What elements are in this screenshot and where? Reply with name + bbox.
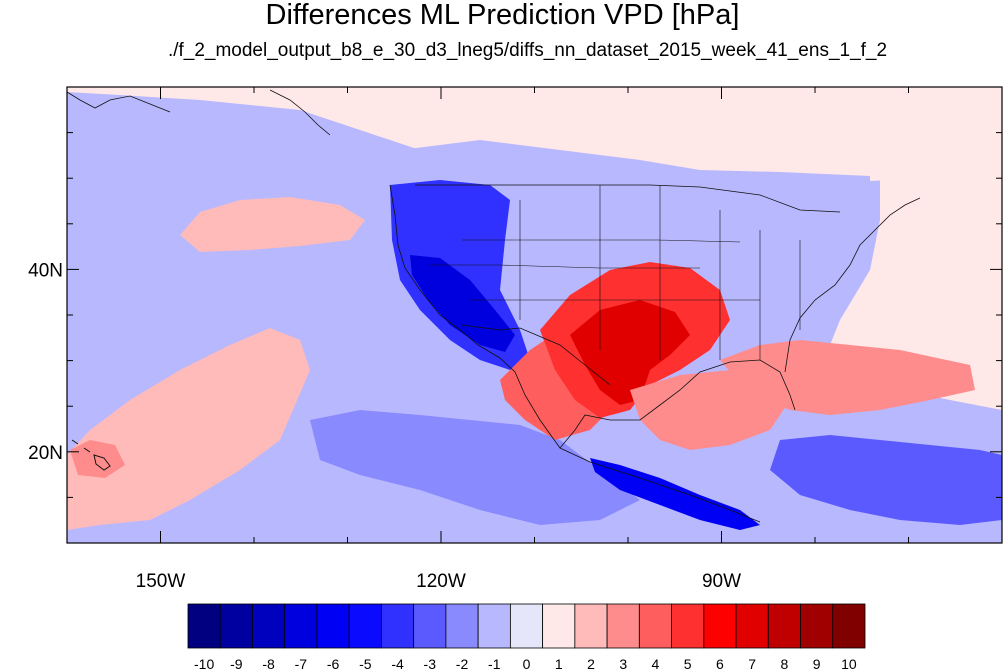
y-tick-label: 20N xyxy=(28,443,63,464)
colorbar-label: 1 xyxy=(555,656,563,672)
colorbar-box xyxy=(316,603,350,649)
us-mexico-border xyxy=(461,324,611,386)
field-region-caribbean xyxy=(770,435,1002,525)
colorbar-box xyxy=(509,603,544,649)
colorbar-label: 8 xyxy=(781,656,789,672)
field-region-florida-atlantic xyxy=(720,340,975,415)
colorbar-box xyxy=(477,603,511,649)
colorbar-label: -9 xyxy=(230,656,243,672)
x-tick-labels: 150W 120W 90W xyxy=(136,571,741,592)
alaska-coastline xyxy=(66,89,331,136)
y-tick-labels: 20N 40N xyxy=(28,260,63,463)
colorbar-box xyxy=(832,603,866,649)
colorbar-label: -4 xyxy=(391,656,404,672)
colorbar-box xyxy=(284,603,318,649)
colorbar-box xyxy=(348,603,382,649)
field-region-gulf-of-alaska xyxy=(67,87,1002,182)
y-tick-label: 40N xyxy=(28,260,63,281)
map-outlines xyxy=(66,89,921,523)
us-canada-border xyxy=(415,184,841,213)
colorbar-box xyxy=(671,603,705,649)
field-region-mexico-pacific-coast xyxy=(310,410,640,525)
x-tick-label: 120W xyxy=(416,571,466,592)
colorbar-label: -8 xyxy=(262,656,275,672)
colorbar-box xyxy=(381,603,415,649)
colorbar-box xyxy=(606,603,640,649)
colorbar-label: 7 xyxy=(748,656,756,672)
colorbar-label: 10 xyxy=(841,656,857,672)
north-america-coastline xyxy=(389,184,921,523)
x-tick-label: 90W xyxy=(702,571,741,592)
colorbar-box xyxy=(445,603,479,649)
colorbar-label: 5 xyxy=(684,656,692,672)
colorbar-label: 0 xyxy=(523,656,531,672)
colorbar-box xyxy=(413,603,447,649)
chart-subtitle: ./f_2_model_output_b8_e_30_d3_lneg5/diff… xyxy=(167,40,888,61)
colorbar-label: -10 xyxy=(194,656,214,672)
colorbar-label: 2 xyxy=(587,656,595,672)
colorbar-box xyxy=(767,603,801,649)
colorbar-box xyxy=(800,603,834,649)
colorbar-box xyxy=(219,603,253,649)
colorbar xyxy=(187,603,866,649)
colorbar-box xyxy=(187,603,221,649)
colorbar-box xyxy=(703,603,737,649)
colorbar-labels: -10 -9 -8 -7 -6 -5 -4 -3 -2 -1 0 1 2 3 4 5 6 7 8 9 10 xyxy=(194,656,857,672)
colorbar-label: -1 xyxy=(488,656,501,672)
field-region-subtropical-pacific xyxy=(67,328,310,530)
field-region-california-southwest xyxy=(410,255,515,352)
colorbar-box xyxy=(638,603,672,649)
hawaii-islands xyxy=(71,439,111,471)
colorbar-box xyxy=(574,603,608,649)
us-state-lines xyxy=(430,185,801,360)
field-region-northern-plains xyxy=(520,185,720,262)
colorbar-box xyxy=(735,603,769,649)
colorbar-label: 6 xyxy=(716,656,724,672)
colorbar-label: -6 xyxy=(327,656,340,672)
colorbar-label: -3 xyxy=(424,656,437,672)
x-tick-label: 150W xyxy=(136,571,186,592)
axis-ticks xyxy=(66,86,1003,544)
colorbar-box xyxy=(542,603,576,649)
colorbar-label: -2 xyxy=(456,656,469,672)
colorbar-label: -5 xyxy=(359,656,372,672)
colorbar-label: 9 xyxy=(813,656,821,672)
colorbar-label: 3 xyxy=(619,656,627,672)
colorbar-label: 4 xyxy=(652,656,660,672)
field-region-canada xyxy=(400,140,870,190)
field-region-north-pacific-band xyxy=(180,197,365,252)
chart-title: Differences ML Prediction VPD [hPa] xyxy=(265,0,740,31)
map-field xyxy=(67,87,1002,543)
field-region-hawaii-region xyxy=(70,440,125,478)
colorbar-label: -7 xyxy=(295,656,308,672)
colorbar-box xyxy=(252,603,286,649)
